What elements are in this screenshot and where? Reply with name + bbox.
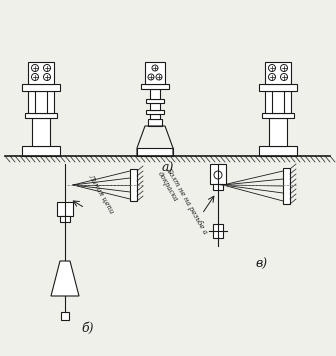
Bar — [146, 110, 164, 114]
Polygon shape — [51, 261, 79, 296]
Bar — [213, 184, 223, 190]
Bar — [145, 62, 165, 84]
Bar — [213, 224, 223, 238]
Bar — [146, 99, 164, 103]
Bar — [269, 118, 287, 146]
Bar — [57, 202, 73, 216]
Bar — [150, 114, 160, 119]
Bar — [141, 84, 169, 89]
Bar — [262, 113, 294, 118]
Bar — [150, 103, 160, 110]
Bar — [22, 84, 60, 91]
Bar — [28, 62, 54, 84]
Text: Линия цепи: Линия цепи — [87, 173, 116, 215]
Bar — [148, 119, 162, 126]
Bar — [259, 84, 297, 91]
Bar — [150, 89, 160, 99]
Bar — [283, 168, 290, 204]
Bar — [137, 148, 173, 156]
Bar — [130, 169, 137, 201]
Bar — [259, 146, 297, 156]
Text: б): б) — [82, 322, 94, 335]
Bar — [32, 118, 50, 146]
Bar — [25, 113, 57, 118]
Bar — [28, 91, 54, 113]
Text: a): a) — [162, 162, 174, 175]
Bar — [60, 216, 70, 222]
Bar — [210, 164, 226, 184]
Text: Болт не на резьбе а
докраска: Болт не на резьбе а докраска — [156, 166, 209, 240]
Bar — [22, 146, 60, 156]
Bar — [61, 312, 69, 320]
Text: в): в) — [256, 258, 268, 271]
Bar — [265, 91, 291, 113]
Bar — [265, 62, 291, 84]
